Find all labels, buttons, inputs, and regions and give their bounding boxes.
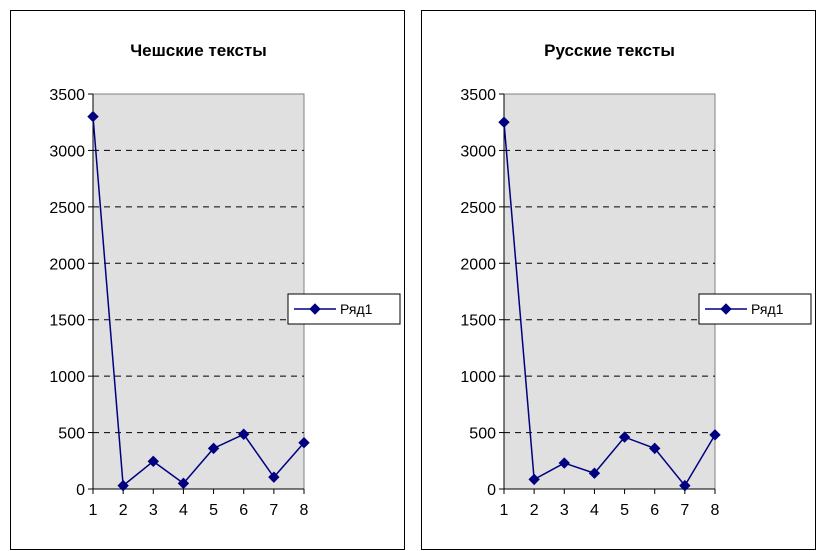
y-tick-label: 1500 [460, 313, 496, 330]
x-tick-label: 4 [179, 502, 188, 519]
data-point [117, 479, 129, 492]
data-point [147, 455, 159, 468]
data-point [588, 467, 601, 479]
data-point [679, 479, 691, 492]
chart-title: Чешские тексты [130, 41, 267, 60]
legend-marker [720, 303, 732, 315]
y-tick-label: 0 [487, 482, 496, 499]
chart-russian: Русские тексты05001000150020002500300035… [460, 41, 812, 519]
data-point [207, 442, 220, 455]
y-tick-label: 1000 [49, 369, 85, 386]
x-tick-label: 8 [711, 502, 720, 519]
series-line [92, 116, 305, 488]
data-point [618, 431, 631, 443]
chart-panel-czech: Чешские тексты 0 500 1000 1500 2000 2500 3000 35… [10, 10, 405, 550]
legend-label: Ряд1 [340, 301, 373, 317]
x-tick-label: 7 [269, 502, 278, 519]
x-tick-label: 1 [89, 502, 98, 519]
y-tick-label: 0 [76, 482, 85, 499]
x-tick-label: 8 [300, 502, 309, 519]
y-tick-label: 2500 [49, 200, 85, 217]
series-line [503, 122, 716, 487]
y-tick-label: 2000 [460, 256, 496, 273]
x-tick-label: 2 [530, 502, 539, 519]
x-tick-label: 6 [239, 502, 248, 519]
plot-area [503, 93, 716, 490]
y-tick-label: 3500 [460, 87, 496, 104]
chart-title: Русские тексты [544, 41, 675, 60]
x-tick-label: 5 [209, 502, 218, 519]
data-point [238, 428, 250, 440]
legend-label: Ряд1 [751, 301, 784, 317]
y-tick-label: 500 [469, 426, 496, 443]
x-tick-label: 3 [560, 502, 569, 519]
y-tick-label: 500 [58, 426, 85, 443]
y-tick-label: 2500 [460, 200, 496, 217]
y-tick-label: 3000 [49, 143, 85, 160]
x-tick-label: 5 [620, 502, 629, 519]
data-point [709, 429, 721, 441]
y-tick-label: 3000 [460, 143, 496, 160]
y-tick-label: 3500 [49, 87, 85, 104]
data-point [298, 437, 310, 449]
x-tick-label: 6 [650, 502, 659, 519]
plot-area [92, 93, 305, 490]
y-tick-label: 1000 [460, 369, 496, 386]
data-point [498, 116, 510, 128]
data-point [87, 110, 99, 123]
legend-marker [309, 303, 321, 315]
chart-czech: Чешские тексты05001000150020002500300035… [49, 41, 401, 519]
data-point [558, 457, 570, 469]
x-tick-label: 3 [149, 502, 158, 519]
x-tick-label: 1 [500, 502, 509, 519]
y-tick-label: 2000 [49, 256, 85, 273]
y-tick-label: 1500 [49, 313, 85, 330]
x-tick-label: 4 [590, 502, 599, 519]
x-tick-label: 7 [680, 502, 689, 519]
data-point [528, 473, 540, 486]
chart-panel-russian: Русские тексты 0 500 1000 1500 2000 2500 3000 35… [421, 10, 816, 550]
x-tick-label: 2 [119, 502, 128, 519]
data-point [649, 442, 661, 455]
data-point [177, 477, 190, 490]
data-point [268, 471, 280, 483]
